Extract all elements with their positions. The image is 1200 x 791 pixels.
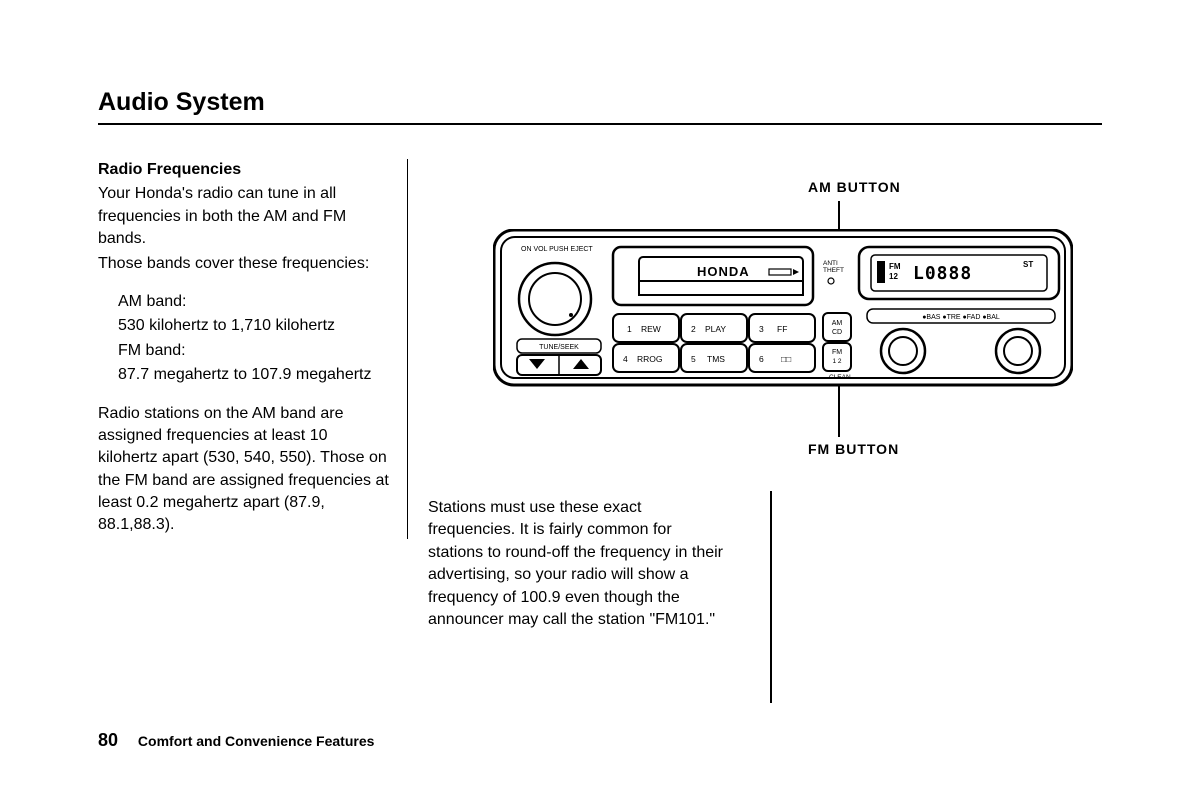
footer-section-title: Comfort and Convenience Features	[138, 733, 375, 749]
radio-illustration: ON VOL PUSH EJECT TUNE/SEEK	[493, 229, 1073, 389]
svg-text:6: 6	[759, 354, 764, 364]
fm-band-label: FM band:	[118, 340, 389, 362]
am-band-range: 530 kilohertz to 1,710 kilohertz	[118, 315, 389, 337]
svg-text:4: 4	[623, 354, 628, 364]
svg-text:AM: AM	[832, 320, 843, 327]
lower-column-divider	[770, 491, 772, 703]
svg-text:12: 12	[889, 272, 898, 281]
svg-text:FM: FM	[832, 349, 842, 356]
intro-paragraph-2: Those bands cover these frequencies:	[98, 253, 389, 275]
fm-button-callout-label: FM BUTTON	[808, 441, 899, 457]
am-button-callout-label: AM BUTTON	[808, 179, 901, 195]
svg-text:1 2: 1 2	[832, 358, 841, 365]
on-vol-label: ON VOL PUSH EJECT	[521, 246, 593, 253]
svg-text:CD: CD	[832, 329, 842, 336]
svg-text:ST: ST	[1023, 260, 1033, 269]
section-subhead: Radio Frequencies	[98, 159, 389, 181]
left-column: Radio Frequencies Your Honda's radio can…	[98, 159, 408, 539]
radio-svg: ON VOL PUSH EJECT TUNE/SEEK	[493, 229, 1073, 389]
svg-text:L0888: L0888	[913, 263, 972, 284]
svg-text:5: 5	[691, 354, 696, 364]
manual-page: Audio System Radio Frequencies Your Hond…	[0, 0, 1200, 791]
svg-text:2: 2	[691, 324, 696, 334]
clean-label: CLEAN	[829, 374, 851, 381]
intro-paragraph-1: Your Honda's radio can tune in all frequ…	[98, 183, 389, 250]
page-footer: 80 Comfort and Convenience Features	[98, 730, 374, 751]
preset-buttons: 1 REW 2 PLAY 3 FF 4 RROG 5 TMS 6 □□	[613, 314, 815, 372]
svg-text:RROG: RROG	[637, 354, 663, 364]
rounding-paragraph: Stations must use these exact frequencie…	[428, 497, 748, 631]
svg-text:FF: FF	[777, 324, 787, 334]
svg-text:PLAY: PLAY	[705, 324, 726, 334]
svg-text:1: 1	[627, 324, 632, 334]
am-band-label: AM band:	[118, 291, 389, 313]
page-number: 80	[98, 730, 118, 750]
svg-text:TMS: TMS	[707, 354, 725, 364]
svg-text:3: 3	[759, 324, 764, 334]
page-title: Audio System	[98, 88, 1102, 125]
brand-label: HONDA	[697, 264, 750, 279]
band-list: AM band: 530 kilohertz to 1,710 kilohert…	[98, 291, 389, 387]
svg-text:□□: □□	[781, 354, 791, 364]
fm-band-range: 87.7 megahertz to 107.9 megahertz	[118, 364, 389, 386]
right-column: AM BUTTON FM BUTTON ON VOL PUSH EJECT	[408, 159, 1102, 539]
svg-text:REW: REW	[641, 324, 661, 334]
content-columns: Radio Frequencies Your Honda's radio can…	[98, 159, 1102, 539]
frequency-spacing-paragraph: Radio stations on the AM band are assign…	[98, 403, 389, 537]
tune-seek-label: TUNE/SEEK	[539, 344, 579, 351]
svg-text:FM: FM	[889, 262, 901, 271]
knob-labels: ●BAS ●TRE ●FAD ●BAL	[922, 314, 1000, 321]
